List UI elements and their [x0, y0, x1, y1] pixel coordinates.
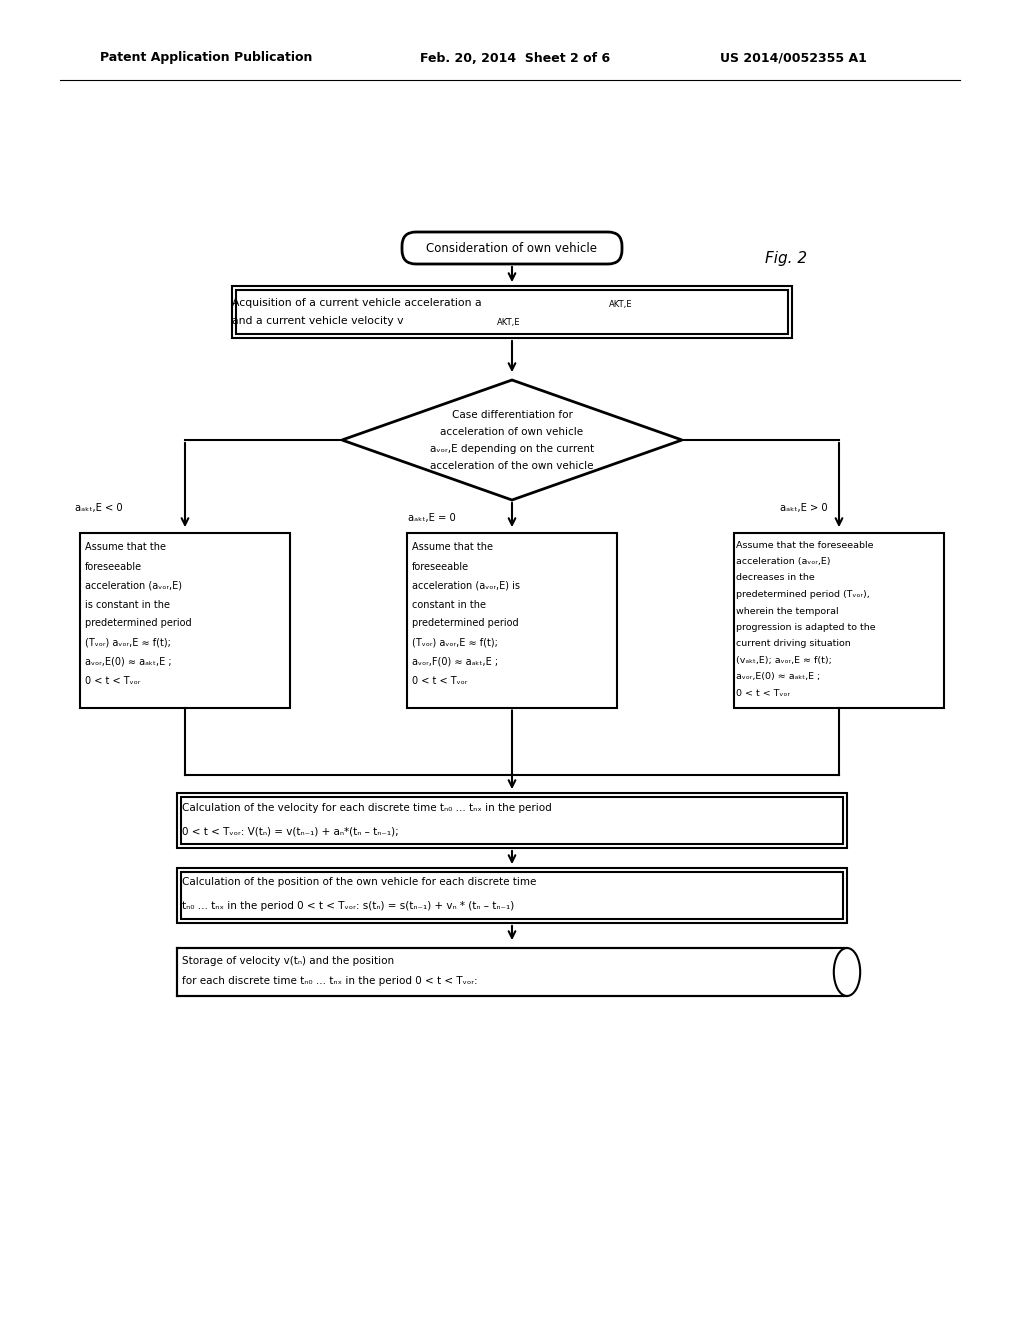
Text: acceleration (aᵥₒᵣ,E): acceleration (aᵥₒᵣ,E): [85, 581, 182, 590]
Text: Acquisition of a current vehicle acceleration a: Acquisition of a current vehicle acceler…: [232, 298, 481, 308]
Text: Case differentiation for: Case differentiation for: [452, 411, 572, 420]
Text: aₐₖₜ,E = 0: aₐₖₜ,E = 0: [409, 513, 456, 523]
Text: 0 < t < Tᵥₒᵣ: 0 < t < Tᵥₒᵣ: [412, 676, 467, 685]
Bar: [80, 532, 290, 708]
Text: aᵥₒᵣ,F(0) ≈ aₐₖₜ,E ;: aᵥₒᵣ,F(0) ≈ aₐₖₜ,E ;: [412, 656, 498, 667]
Text: Consideration of own vehicle: Consideration of own vehicle: [427, 242, 597, 255]
Text: Calculation of the velocity for each discrete time tₙ₀ ... tₙₓ in the period: Calculation of the velocity for each dis…: [182, 803, 552, 813]
Text: predetermined period (Tᵥₒᵣ),: predetermined period (Tᵥₒᵣ),: [736, 590, 869, 599]
Ellipse shape: [834, 948, 860, 997]
Text: acceleration of the own vehicle: acceleration of the own vehicle: [430, 461, 594, 471]
Text: aₐₖₜ,E > 0: aₐₖₜ,E > 0: [780, 503, 827, 513]
Text: Calculation of the position of the own vehicle for each discrete time: Calculation of the position of the own v…: [182, 876, 537, 887]
Text: 0 < t < Tᵥₒᵣ: 0 < t < Tᵥₒᵣ: [736, 689, 790, 698]
Bar: [232, 286, 792, 338]
Text: constant in the: constant in the: [412, 599, 486, 610]
Text: (vₐₖₜ,E); aᵥₒᵣ,E ≈ f(t);: (vₐₖₜ,E); aᵥₒᵣ,E ≈ f(t);: [736, 656, 831, 665]
Text: decreases in the: decreases in the: [736, 573, 815, 582]
Bar: [236, 290, 788, 334]
Text: US 2014/0052355 A1: US 2014/0052355 A1: [720, 51, 867, 65]
Text: aₐₖₜ,E < 0: aₐₖₜ,E < 0: [75, 503, 123, 513]
Text: acceleration (aᵥₒᵣ,E) is: acceleration (aᵥₒᵣ,E) is: [412, 581, 520, 590]
Text: Assume that the foreseeable: Assume that the foreseeable: [736, 540, 873, 549]
Text: Assume that the: Assume that the: [412, 543, 493, 553]
Text: aᵥₒᵣ,E depending on the current: aᵥₒᵣ,E depending on the current: [430, 444, 594, 454]
Text: Feb. 20, 2014  Sheet 2 of 6: Feb. 20, 2014 Sheet 2 of 6: [420, 51, 610, 65]
Text: Fig. 2: Fig. 2: [765, 251, 807, 265]
Text: Assume that the: Assume that the: [85, 543, 166, 553]
Text: AKT,E: AKT,E: [497, 318, 520, 327]
Bar: [177, 867, 847, 923]
Text: aᵥₒᵣ,E(0) ≈ aₐₖₜ,E ;: aᵥₒᵣ,E(0) ≈ aₐₖₜ,E ;: [736, 672, 820, 681]
Bar: [177, 948, 847, 997]
Text: wherein the temporal: wherein the temporal: [736, 606, 839, 615]
Text: tₙ₀ ... tₙₓ in the period 0 < t < Tᵥₒᵣ: s(tₙ) = s(tₙ₋₁) + vₙ * (tₙ – tₙ₋₁): tₙ₀ ... tₙₓ in the period 0 < t < Tᵥₒᵣ: …: [182, 902, 514, 911]
Text: progression is adapted to the: progression is adapted to the: [736, 623, 876, 632]
Text: acceleration (aᵥₒᵣ,E): acceleration (aᵥₒᵣ,E): [736, 557, 830, 566]
Text: and a current vehicle velocity v: and a current vehicle velocity v: [232, 315, 403, 326]
Text: 0 < t < Tᵥₒᵣ: V(tₙ) = v(tₙ₋₁) + aₙ*(tₙ – tₙ₋₁);: 0 < t < Tᵥₒᵣ: V(tₙ) = v(tₙ₋₁) + aₙ*(tₙ –…: [182, 828, 398, 837]
Text: predetermined period: predetermined period: [412, 619, 518, 628]
Text: foreseeable: foreseeable: [85, 561, 142, 572]
Text: acceleration of own vehicle: acceleration of own vehicle: [440, 426, 584, 437]
Bar: [734, 532, 944, 708]
Text: foreseeable: foreseeable: [412, 561, 469, 572]
Text: Patent Application Publication: Patent Application Publication: [100, 51, 312, 65]
Bar: [181, 871, 843, 919]
Text: AKT,E: AKT,E: [609, 301, 633, 309]
Text: (Tᵥₒᵣ) aᵥₒᵣ,E ≈ f(t);: (Tᵥₒᵣ) aᵥₒᵣ,E ≈ f(t);: [85, 638, 171, 648]
Bar: [407, 532, 617, 708]
Text: 0 < t < Tᵥₒᵣ: 0 < t < Tᵥₒᵣ: [85, 676, 140, 685]
Bar: [181, 796, 843, 843]
Text: is constant in the: is constant in the: [85, 599, 170, 610]
Text: (Tᵥₒᵣ) aᵥₒᵣ,E ≈ f(t);: (Tᵥₒᵣ) aᵥₒᵣ,E ≈ f(t);: [412, 638, 498, 648]
Text: predetermined period: predetermined period: [85, 619, 191, 628]
Text: aᵥₒᵣ,E(0) ≈ aₐₖₜ,E ;: aᵥₒᵣ,E(0) ≈ aₐₖₜ,E ;: [85, 656, 172, 667]
Text: Storage of velocity v(tₙ) and the position: Storage of velocity v(tₙ) and the positi…: [182, 956, 394, 966]
Text: current driving situation: current driving situation: [736, 639, 851, 648]
FancyBboxPatch shape: [402, 232, 622, 264]
Bar: [177, 792, 847, 847]
Bar: [834, 948, 849, 997]
Polygon shape: [342, 380, 682, 500]
Text: for each discrete time tₙ₀ ... tₙₓ in the period 0 < t < Tᵥₒᵣ:: for each discrete time tₙ₀ ... tₙₓ in th…: [182, 975, 477, 986]
